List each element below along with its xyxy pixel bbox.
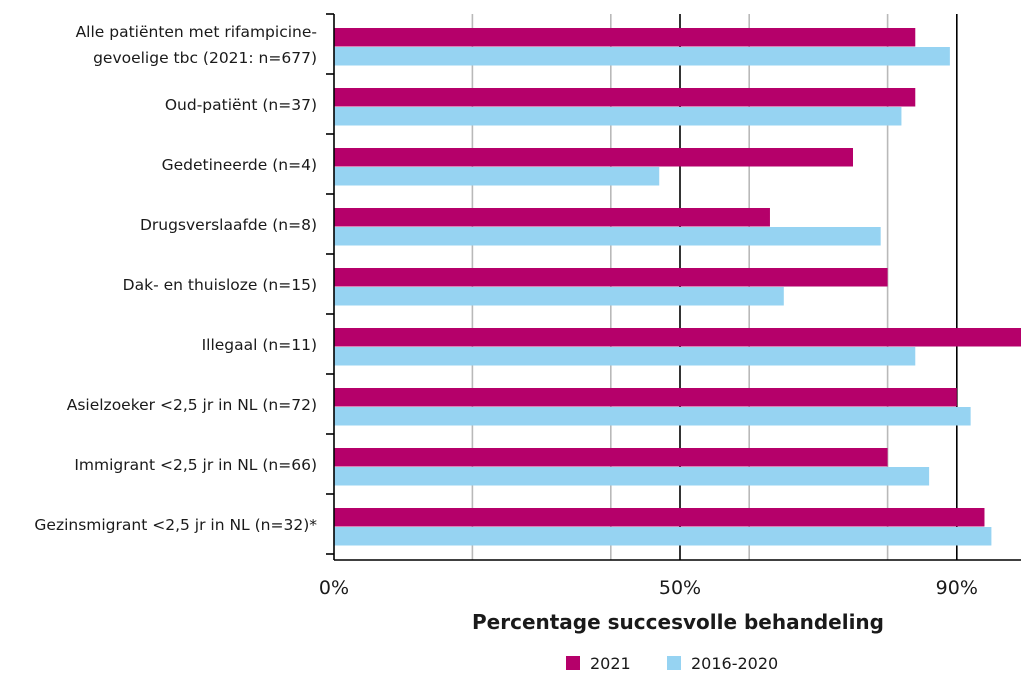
category-labels: Alle patiënten met rifampicine-gevoelige… [34,23,317,534]
bar-series2 [334,347,916,366]
bar-series2 [334,407,971,426]
legend-label: 2021 [590,654,631,673]
bar-series1 [334,328,1021,347]
bar-series2 [334,227,881,246]
bar-series1 [334,28,916,47]
x-tick-label: 90% [936,577,978,599]
bar-series1 [334,388,957,407]
category-label: Gedetineerde (n=4) [162,156,317,174]
x-tick-label: 50% [659,577,701,599]
bar-series1 [334,268,888,287]
category-label: Dak- en thuisloze (n=15) [123,276,317,294]
bar-series2 [334,47,950,66]
legend-swatch [566,656,580,670]
bar-series1 [334,208,770,227]
category-label: Oud-patiënt (n=37) [165,96,317,114]
axes [326,13,1021,561]
bar-series2 [334,167,660,186]
category-label: Alle patiënten met rifampicine- [76,23,317,41]
x-tick-label: 0% [319,577,349,599]
tick-labels: 0% 50% 90% [319,577,978,599]
category-label: Drugsverslaafde (n=8) [140,216,317,234]
category-label: gevoelige tbc (2021: n=677) [93,49,317,67]
bar-series2 [334,527,992,546]
legend-swatch [667,656,681,670]
bar-series2 [334,107,902,126]
category-label: Asielzoeker <2,5 jr in NL (n=72) [67,396,317,414]
bar-series2 [334,467,930,486]
category-label: Gezinsmigrant <2,5 jr in NL (n=32)* [34,516,317,534]
bar-series1 [334,88,916,107]
bar-series2 [334,287,784,306]
x-axis-title: Percentage succesvolle behandeling [472,610,884,634]
bar-series1 [334,508,985,527]
category-label: Illegaal (n=11) [202,336,317,354]
bars [334,28,1021,546]
legend-label: 2016-2020 [691,654,778,673]
bar-series1 [334,148,853,167]
category-label: Immigrant <2,5 jr in NL (n=66) [74,456,317,474]
bar-series1 [334,448,888,467]
legend: 2021 2016-2020 [566,654,778,673]
